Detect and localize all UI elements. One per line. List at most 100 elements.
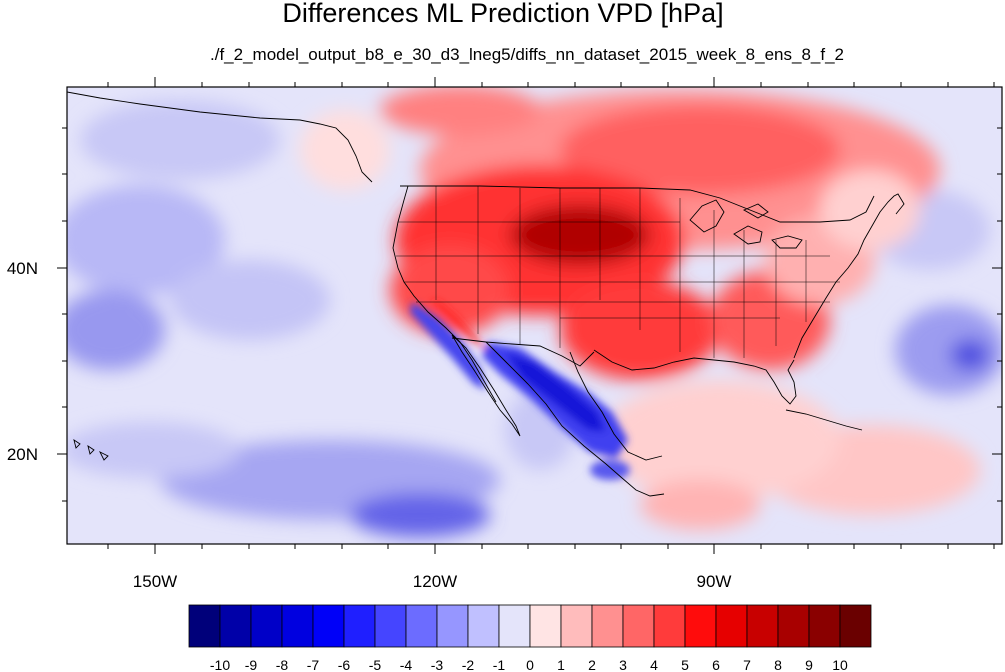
bottom-minor-ticks	[107, 544, 995, 549]
colorbar-tick-label: -4	[400, 657, 413, 672]
colorbar-tick-label: 3	[619, 657, 627, 672]
field-patch	[895, 305, 1002, 395]
figure-title: Differences ML Prediction VPD [hPa]	[282, 0, 723, 28]
lat-label-40n: 40N	[7, 259, 38, 278]
field-patch	[170, 260, 330, 340]
right-minor-ticks	[997, 127, 1002, 502]
state-lines-vertical	[435, 186, 807, 358]
colorbar-tick-label: -6	[338, 657, 351, 672]
lon-label-120w: 120W	[413, 572, 457, 591]
colorbar-tick-label: -8	[276, 657, 289, 672]
colorbar-swatch	[250, 604, 283, 648]
colorbar-tick-label: 10	[832, 657, 848, 672]
top-minor-ticks	[107, 82, 995, 87]
colorbar-tick-label: -2	[462, 657, 475, 672]
colorbar-swatch	[219, 604, 252, 648]
colorbar-swatch	[653, 604, 686, 648]
field-patch	[410, 302, 486, 390]
gulf-coast	[569, 349, 797, 461]
colorbar-swatch	[281, 604, 314, 648]
field-patch	[590, 460, 630, 480]
field-patch	[505, 352, 606, 432]
field-patch	[350, 493, 490, 537]
field-patch	[600, 380, 840, 500]
colorbar-tick-label: -10	[210, 657, 230, 672]
us-mexico-border	[451, 337, 595, 367]
colorbar-swatch	[405, 604, 438, 648]
colorbar-swatch	[560, 604, 593, 648]
top-major-ticks	[154, 77, 715, 87]
figure-subtitle: ./f_2_model_output_b8_e_30_d3_lneg5/diff…	[210, 45, 844, 64]
colorbar-swatch	[777, 604, 810, 648]
field-patch	[80, 100, 280, 180]
colorbar-tick-label: 8	[774, 657, 782, 672]
colorbar-tick-label: 0	[526, 657, 534, 672]
field-patch	[430, 300, 490, 352]
great-lakes	[689, 199, 803, 249]
colorbar-swatch	[312, 604, 345, 648]
field-patch	[67, 422, 240, 478]
alaska-panhandle-coast	[67, 91, 373, 183]
lon-label-150w: 150W	[133, 572, 177, 591]
lat-ticks	[57, 127, 1002, 502]
field-patch	[510, 205, 650, 265]
east-coastline	[793, 193, 905, 359]
colorbar-swatch	[467, 604, 500, 648]
field-patch	[380, 87, 540, 135]
lon-label-90w: 90W	[697, 572, 732, 591]
state-lines-horizontal	[396, 221, 840, 319]
cuba-coast	[785, 409, 863, 431]
colorbar-swatch	[746, 604, 779, 648]
colorbar-swatch	[808, 604, 841, 648]
colorbar-tick-label: -5	[369, 657, 382, 672]
colorbar-swatch	[529, 604, 562, 648]
bottom-major-ticks	[154, 544, 715, 554]
map-panel	[67, 87, 1002, 544]
field-patch	[560, 105, 840, 195]
canada-us-border	[400, 185, 875, 223]
colorbar-tick-label: -1	[493, 657, 506, 672]
field-patch	[640, 480, 760, 530]
colorbar-tick-label: 7	[743, 657, 751, 672]
colorbar-tick-label: 4	[650, 657, 658, 672]
field-patch	[820, 170, 920, 250]
field-patch	[950, 339, 990, 371]
colorbar-tick-label: 2	[588, 657, 596, 672]
hawaii-islands	[73, 438, 109, 461]
left-minor-ticks	[62, 127, 67, 502]
colorbar-swatch	[591, 604, 624, 648]
baja-peninsula	[451, 334, 521, 437]
lat-label-20n: 20N	[7, 445, 38, 464]
colorbar-tick-label: 9	[805, 657, 813, 672]
field-patch	[390, 245, 510, 335]
mexico-negative-anomaly	[410, 300, 630, 480]
field-patch	[67, 185, 225, 295]
west-coastline	[392, 185, 497, 403]
colorbar-swatch	[343, 604, 376, 648]
state-boundaries	[396, 186, 840, 358]
colorbar-tick-label: -9	[245, 657, 258, 672]
colorbar-swatch	[498, 604, 531, 648]
colorbar-swatch	[715, 604, 748, 648]
map-frame	[66, 86, 1003, 545]
colorbar-tick-label: 1	[557, 657, 565, 672]
colorbar-tick-label: 5	[681, 657, 689, 672]
mexico-pacific-coast	[485, 341, 665, 497]
colorbar-swatch	[622, 604, 655, 648]
field-patch	[300, 110, 390, 190]
field-patch	[67, 290, 165, 370]
colorbar-swatch	[374, 604, 407, 648]
colorbar-tick-label: -7	[307, 657, 320, 672]
colorbar-swatch	[188, 604, 221, 648]
right-major-ticks	[992, 267, 1002, 455]
colorbar-tick-label: -3	[431, 657, 444, 672]
colorbar-swatch	[839, 604, 872, 648]
colorbar-labels: -10 -9 -8 -7 -6 -5 -4 -3 -2 -1 0 1 2 3 4 5 6 7 8 9 10	[210, 657, 848, 672]
field-shading	[67, 87, 1002, 537]
colorbar	[188, 604, 872, 648]
colorbar-swatch	[684, 604, 717, 648]
colorbar-tick-label: 6	[712, 657, 720, 672]
left-major-ticks	[57, 267, 67, 455]
